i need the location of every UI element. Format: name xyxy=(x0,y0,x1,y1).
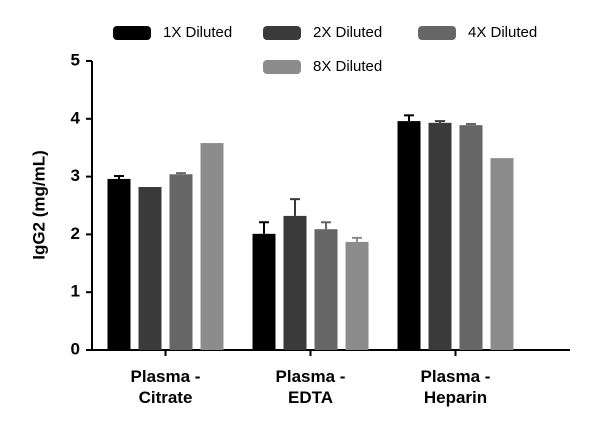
bar xyxy=(428,122,452,350)
y-tick-label: 3 xyxy=(71,166,80,185)
bar xyxy=(490,158,514,350)
x-tick-label: Plasma - Citrate xyxy=(130,367,201,407)
y-tick-label: 2 xyxy=(71,224,80,243)
x-tick-label: Plasma - EDTA xyxy=(275,367,346,407)
y-tick-label: 0 xyxy=(71,339,80,358)
bar xyxy=(138,187,162,350)
y-axis-label: IgG2 (mg/mL) xyxy=(29,150,48,260)
error-bar xyxy=(259,221,269,234)
bar xyxy=(200,143,224,350)
bar xyxy=(345,241,369,350)
y-tick-label: 1 xyxy=(71,282,80,301)
bar xyxy=(314,229,338,350)
error-bar xyxy=(466,123,476,126)
bar xyxy=(397,121,421,350)
bar xyxy=(459,125,483,351)
legend-swatch xyxy=(418,26,456,40)
error-bar xyxy=(290,198,300,216)
x-tick-label: Plasma - Heparin xyxy=(420,367,491,407)
error-bar xyxy=(114,175,124,179)
bar xyxy=(169,174,193,350)
y-tick-label: 4 xyxy=(71,108,81,127)
error-bar xyxy=(404,114,414,122)
legend-label: 4X Diluted xyxy=(468,24,537,41)
error-bar xyxy=(435,120,445,123)
legend-swatch xyxy=(113,26,151,40)
error-bar xyxy=(176,172,186,175)
bar xyxy=(252,233,276,350)
legend-label: 8X Diluted xyxy=(313,58,382,75)
legend-label: 1X Diluted xyxy=(163,24,232,41)
legend-swatch xyxy=(263,60,301,74)
bar xyxy=(283,215,307,350)
error-bar xyxy=(321,221,331,230)
legend-swatch xyxy=(263,26,301,40)
legend-label: 2X Diluted xyxy=(313,24,382,41)
y-tick-label: 5 xyxy=(71,50,80,69)
error-bar xyxy=(352,236,362,242)
bar xyxy=(107,178,131,350)
